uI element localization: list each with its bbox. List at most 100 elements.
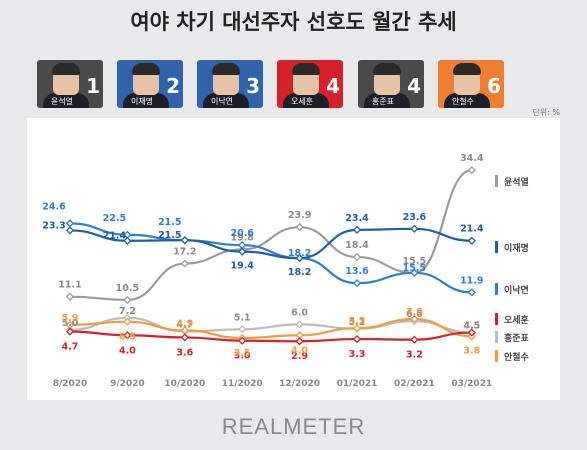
data-label: 4.0	[119, 345, 136, 356]
portrait-suit	[203, 93, 249, 108]
data-label: 18.2	[288, 248, 311, 259]
candidate-rank: 4	[407, 74, 421, 98]
data-label: 7.2	[119, 306, 136, 317]
data-point	[295, 320, 304, 329]
data-label: 21.5	[158, 230, 181, 241]
x-tick-label: 10/2020	[164, 379, 205, 389]
portrait-hair	[212, 63, 240, 75]
brand-logo: REALMETER	[221, 414, 366, 439]
data-point	[352, 324, 362, 333]
data-label: 34.4	[460, 153, 484, 164]
data-point	[238, 247, 247, 256]
data-label: 4.0	[291, 345, 308, 356]
data-label: 23.9	[288, 210, 311, 221]
data-label: 24.6	[42, 201, 66, 212]
data-point	[352, 225, 362, 235]
data-label: 4.5	[463, 321, 480, 332]
data-label: 3.5	[234, 348, 251, 359]
data-point	[410, 268, 419, 277]
data-label: 21.4	[460, 224, 484, 235]
data-point	[123, 317, 132, 326]
candidate-name: 안철수	[451, 97, 475, 106]
candidate-name: 오세훈	[290, 97, 314, 106]
data-point	[65, 226, 75, 235]
candidate-name: 이재명	[130, 97, 154, 106]
data-label: 4.5	[463, 321, 480, 332]
data-label: 7.0	[406, 307, 423, 318]
candidate-name: 홍준표	[371, 97, 395, 106]
x-tick-label: 9/2020	[110, 379, 145, 389]
data-label: 5.0	[62, 318, 79, 329]
legend-swatch	[495, 350, 498, 362]
candidate-rank: 2	[166, 74, 180, 98]
data-point	[467, 328, 476, 337]
data-label: 11.9	[460, 275, 483, 286]
data-label: 4.7	[176, 319, 193, 330]
x-tick-label: 8/2020	[53, 379, 88, 389]
portrait-suit	[123, 93, 169, 108]
portrait-suit	[364, 93, 410, 108]
legend-label: 윤석열	[504, 176, 529, 188]
series-line-이재명	[69, 227, 472, 260]
data-label: 23.4	[345, 213, 369, 224]
data-point	[467, 166, 476, 175]
data-label: 2.9	[291, 351, 308, 362]
legend-swatch	[495, 331, 498, 343]
legend-label: 이재명	[504, 242, 529, 254]
candidate-cards: 윤석열 1 이재명 2 이낙연 3 오세훈 4 홍준표 4 안철수 6	[37, 60, 547, 110]
data-point	[467, 236, 476, 245]
portrait-hair	[132, 63, 160, 75]
candidate-card: 오세훈 4	[277, 60, 343, 108]
x-tick-label: 03/2021	[451, 379, 492, 389]
candidate-rank: 4	[326, 74, 340, 98]
data-label: 10.5	[116, 283, 139, 294]
portrait-hair	[292, 63, 320, 75]
candidate-rank: 1	[86, 74, 100, 98]
candidate-card: 홍준표 4	[358, 60, 424, 108]
data-point	[410, 314, 419, 324]
data-label: 6.6	[406, 309, 423, 320]
page-title: 여야 차기 대선주자 선호도 월간 추세	[130, 10, 457, 34]
data-point	[295, 337, 304, 346]
series-line-이낙연	[69, 222, 472, 294]
data-label: 15.5	[403, 256, 426, 267]
data-point	[410, 335, 419, 344]
x-tick-label: 01/2021	[337, 379, 378, 389]
data-label: 19.4	[230, 261, 254, 272]
x-tick-label: 11/2020	[222, 379, 263, 389]
candidate-card: 윤석열 1	[37, 60, 103, 108]
candidate-rank: 6	[487, 74, 501, 98]
data-point	[410, 224, 419, 233]
data-label: 3.0	[234, 351, 251, 362]
data-label: 4.9	[176, 318, 193, 329]
data-point	[123, 331, 132, 340]
candidate-card: 안철수 6	[438, 60, 504, 108]
data-label: 20.6	[230, 228, 254, 239]
data-label: 3.2	[406, 350, 423, 361]
data-label: 3.6	[176, 347, 193, 358]
candidate-card: 이재명 2	[117, 60, 183, 108]
portrait-hair	[373, 63, 401, 75]
data-point	[238, 325, 247, 334]
legend-swatch	[495, 241, 498, 253]
legend-swatch	[495, 175, 498, 187]
data-point	[295, 223, 304, 232]
data-label: 21.5	[158, 217, 181, 228]
legend-swatch	[495, 313, 498, 325]
chart-panel: 11.1 10.5 17.2 19.8 23.9 18.4 15.5 34.4 23.3 21.4…	[27, 118, 560, 400]
candidate-name: 이낙연	[210, 97, 234, 106]
data-point	[352, 252, 362, 262]
portrait-suit	[43, 93, 89, 108]
data-point	[352, 278, 362, 288]
data-label: 11.1	[58, 280, 81, 291]
data-label: 18.2	[288, 267, 311, 278]
data-label: 23.3	[42, 220, 65, 231]
data-label: 5.9	[62, 313, 79, 324]
x-tick-label: 12/2020	[279, 379, 320, 389]
legend-label: 안철수	[504, 351, 529, 363]
unit-label: 단위: %	[532, 108, 560, 117]
legend-label: 오세훈	[504, 314, 529, 326]
data-label: 5.1	[234, 312, 251, 323]
data-point	[65, 292, 75, 301]
data-point	[467, 288, 476, 297]
